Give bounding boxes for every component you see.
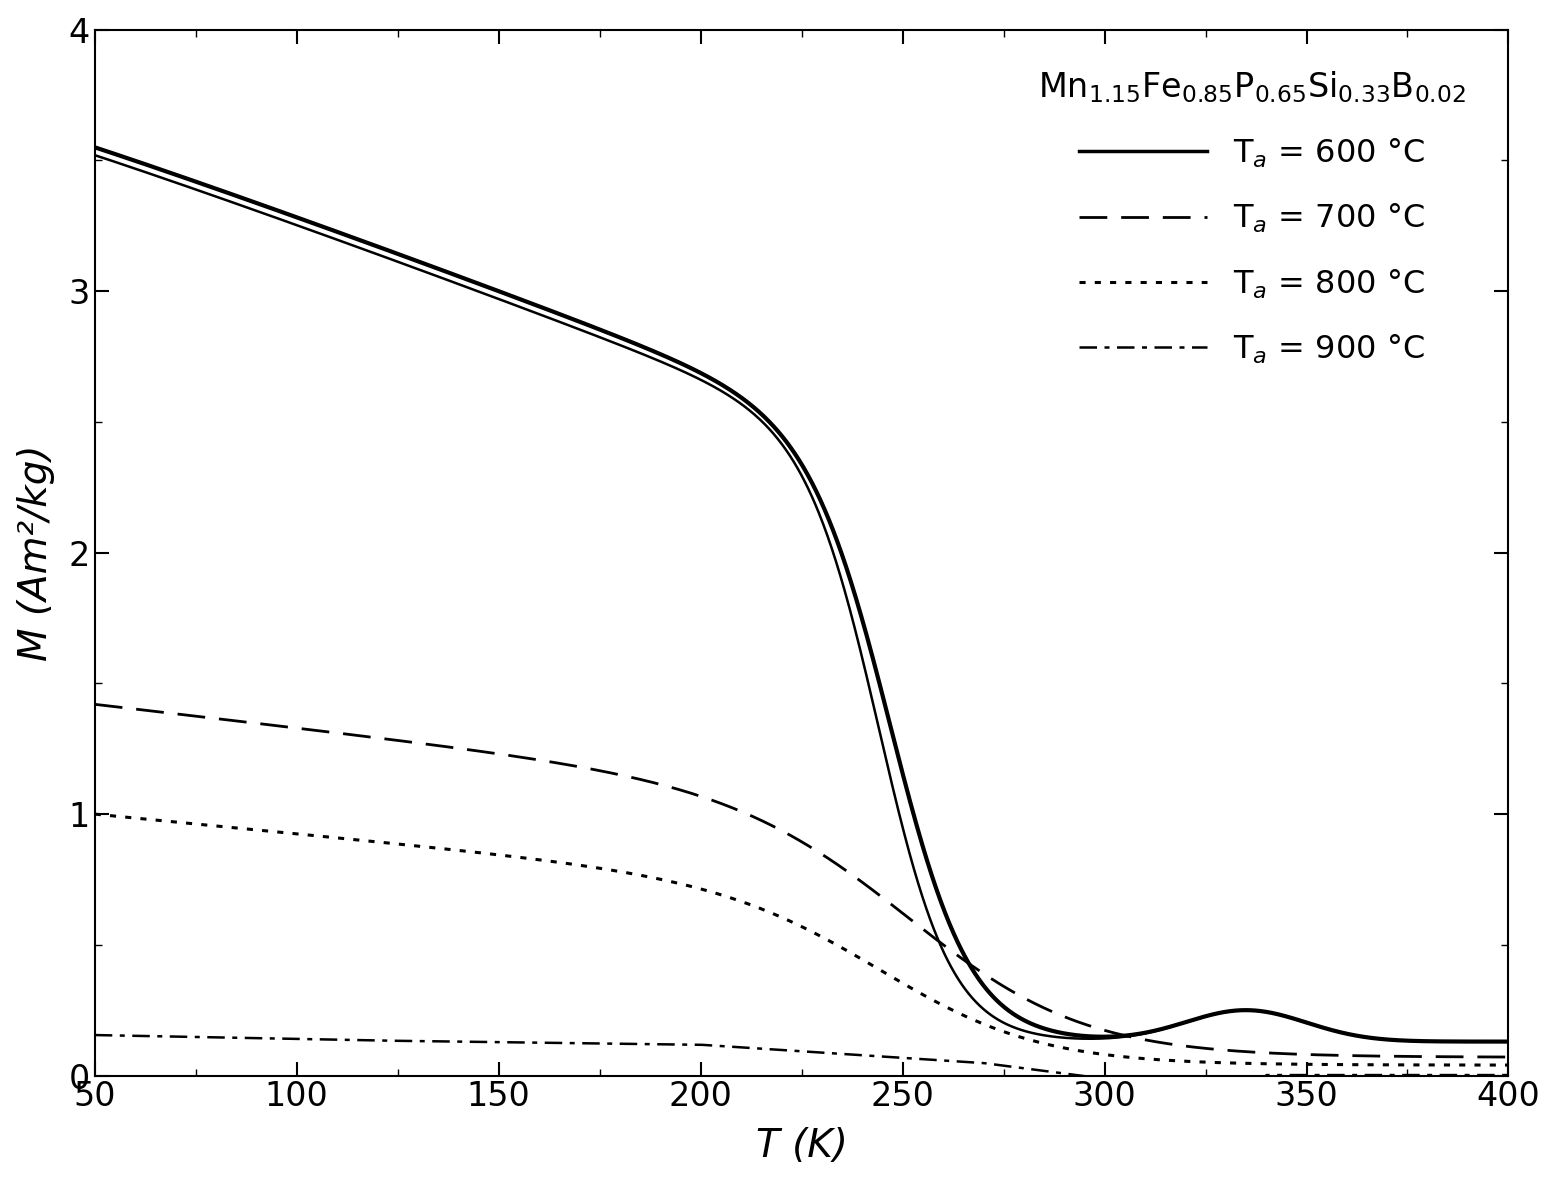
Legend: T$_{a}$ = 600 °C, T$_{a}$ = 700 °C, T$_{a}$ = 800 °C, T$_{a}$ = 900 °C: T$_{a}$ = 600 °C, T$_{a}$ = 700 °C, T$_{… (1025, 56, 1478, 378)
X-axis label: T (K): T (K) (755, 1128, 847, 1165)
Y-axis label: M (Am²/kg): M (Am²/kg) (17, 444, 54, 661)
